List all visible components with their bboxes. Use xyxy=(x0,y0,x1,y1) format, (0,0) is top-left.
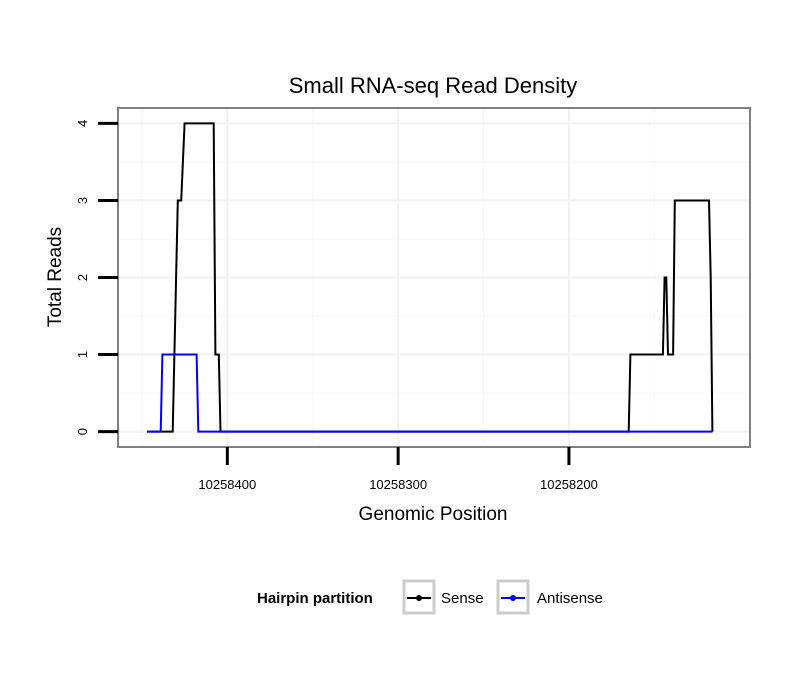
y-tick-label: 4 xyxy=(75,120,90,127)
x-axis-title: Genomic Position xyxy=(359,504,508,525)
y-tick-label: 0 xyxy=(75,428,90,435)
y-tick-label: 3 xyxy=(75,197,90,204)
legend-label-sense: Sense xyxy=(441,590,484,607)
legend: Hairpin partition Sense Antisense xyxy=(257,579,603,615)
legend-label-antisense: Antisense xyxy=(537,590,603,607)
x-tick-label: 10258300 xyxy=(369,477,427,492)
axis-layer: 0 1 2 3 4 10258400 10258300 10258200 xyxy=(75,120,598,492)
y-axis-title: Total Reads xyxy=(45,227,66,327)
legend-item-antisense[interactable]: Antisense xyxy=(496,579,603,615)
grid-layer xyxy=(118,108,750,447)
x-tick-label: 10258200 xyxy=(540,477,598,492)
series-layer xyxy=(147,122,714,433)
legend-point-sense xyxy=(416,595,422,601)
y-tick-label: 1 xyxy=(75,351,90,358)
legend-item-sense[interactable]: Sense xyxy=(402,579,484,615)
chart-title: Small RNA-seq Read Density xyxy=(289,73,578,98)
series-line-antisense xyxy=(147,353,713,433)
legend-point-antisense xyxy=(510,595,516,601)
x-tick-label: 10258400 xyxy=(198,477,256,492)
legend-title: Hairpin partition xyxy=(257,590,373,607)
y-tick-label: 2 xyxy=(75,274,90,281)
